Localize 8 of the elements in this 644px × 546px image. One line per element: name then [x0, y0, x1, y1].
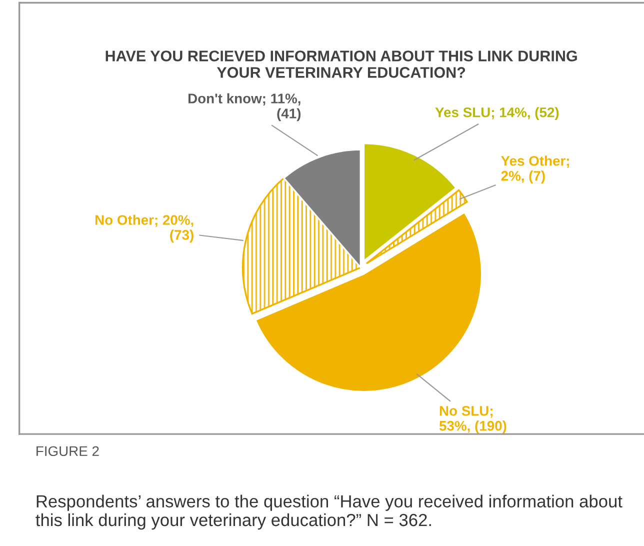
slice-label: No Other; 20%, (73)	[95, 214, 194, 243]
chart-title: HAVE YOU RECIEVED INFORMATION ABOUT THIS LINK DURING YOUR VETERINARY EDUCATION?	[106, 50, 577, 78]
slice-label: Yes Other; 2%, (7)	[501, 156, 569, 184]
slice-label: No SLU; 53%, (190)	[439, 406, 506, 434]
text: Respondents’ answers to the question “Have you received information about this link during your veterinary education?” N = 362.	[36, 494, 622, 530]
slice-label: Yes SLU; 14%, (52)	[435, 107, 559, 120]
caption: FIGURE 2	[36, 446, 99, 456]
slice-label: Don't know; 11%, (41)	[188, 93, 301, 122]
